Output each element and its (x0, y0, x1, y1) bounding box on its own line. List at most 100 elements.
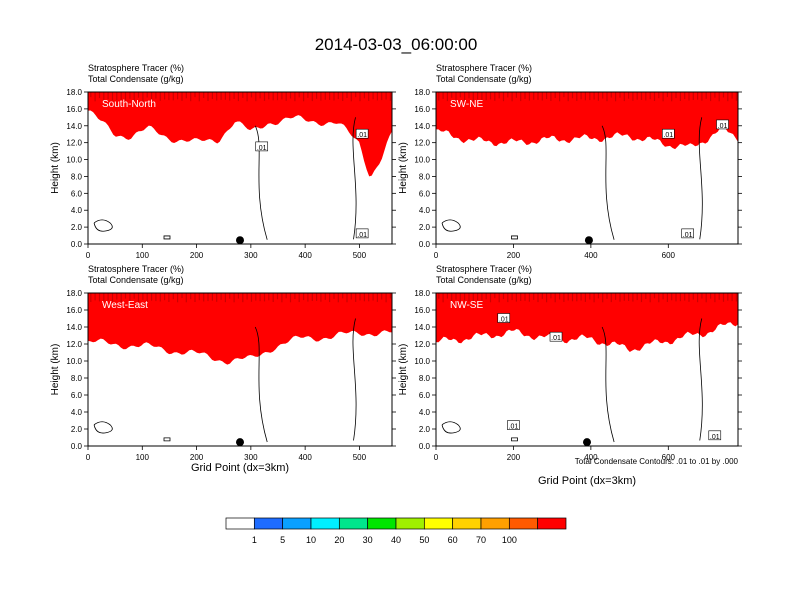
y-tick-label: 4.0 (71, 408, 83, 417)
panel-nw-se: .01 .01 .01 .01 NW-SE Stratosphere Tracer (%)… (398, 264, 742, 462)
contour-line (441, 421, 461, 434)
tracer-speckle (653, 293, 656, 299)
tracer-speckle (316, 92, 318, 99)
tracer-speckle (710, 92, 712, 102)
tracer-speckle (181, 92, 183, 101)
contour-label-text: .01 (357, 132, 367, 139)
location-marker (584, 236, 593, 245)
contour-line (698, 318, 703, 441)
tracer-speckle (307, 293, 309, 302)
colorbar-label: 60 (448, 535, 458, 545)
colorbar-swatch (423, 517, 454, 530)
tracer-speckle (211, 293, 213, 301)
tracer-speckle (237, 92, 239, 102)
tracer-speckle (116, 293, 118, 300)
tracer-speckle (281, 293, 283, 303)
x-tick-label: 500 (353, 453, 367, 462)
tracer-speckle (207, 92, 209, 101)
contour-label: .01 (708, 430, 722, 441)
y-tick-label: 6.0 (419, 189, 431, 198)
tracer-speckle (697, 92, 699, 100)
contour-label-text: .01 (499, 317, 509, 324)
contour-label-text: .01 (710, 434, 720, 441)
tracer-speckle (477, 92, 479, 100)
y-tick-label: 2.0 (71, 425, 83, 434)
tracer-speckle (455, 92, 457, 102)
tracer-speckle (615, 293, 617, 300)
tracer-speckle (692, 293, 694, 300)
tracer-speckle (442, 92, 444, 99)
tracer-speckle (679, 293, 681, 302)
panel-name: South-North (102, 99, 156, 110)
tracer-speckle (628, 293, 630, 301)
tracer-speckle (185, 293, 187, 303)
tracer-speckle (111, 92, 114, 101)
tracer-speckle (658, 92, 660, 99)
x-axis-label-right: Grid Point (dx=3km) (538, 475, 636, 487)
contour-line (352, 117, 357, 240)
panel-sw-ne: .01 .01 .01 SW-NE Stratosphere Tracer (%)Tot… (398, 63, 742, 260)
tracer-speckle (632, 92, 634, 101)
tracer-speckle (268, 92, 270, 100)
tracer-speckle (190, 293, 192, 300)
tracer-speckle (477, 293, 479, 301)
tracer-speckle (559, 92, 561, 102)
tracer-speckle (107, 293, 109, 301)
y-tick-label: 10.0 (66, 357, 82, 366)
contour-line (601, 125, 615, 240)
tracer-speckle (472, 92, 474, 101)
tracer-speckle (502, 92, 505, 102)
tracer-speckle (731, 92, 733, 99)
y-tick-label: 2.0 (419, 425, 431, 434)
tracer-speckle (666, 293, 668, 302)
tracer-speckle (485, 293, 487, 300)
contour-label-box (507, 420, 520, 430)
tracer-speckle (246, 293, 248, 300)
tracer-speckle (718, 293, 720, 300)
tracer-speckle (376, 92, 378, 101)
tracer-speckle (98, 92, 101, 99)
x-tick-label: 400 (584, 251, 598, 260)
tracer-speckle (554, 293, 556, 303)
tracer-speckle (537, 92, 539, 100)
contour-line (441, 219, 461, 232)
tracer-speckle (481, 92, 483, 101)
tracer-speckle (636, 92, 638, 100)
colorbar-label: 70 (476, 535, 486, 545)
tracer-speckle (146, 92, 148, 98)
x-tick-label: 400 (584, 453, 598, 462)
tracer-speckle (355, 293, 357, 302)
tracer-speckle (722, 293, 725, 302)
tracer-speckle (233, 92, 235, 99)
condensate-contours (441, 318, 703, 443)
tracer-speckle (164, 293, 166, 301)
field-label-tracer: Stratosphere Tracer (%) (88, 264, 184, 274)
tracer-speckle (675, 92, 677, 99)
y-tick-label: 10.0 (414, 357, 430, 366)
colorbar-label: 5 (280, 535, 285, 545)
tracer-speckle (632, 293, 634, 302)
colorbar-swatch (310, 517, 340, 530)
tracer-speckle (718, 92, 720, 102)
tracer-speckle (116, 92, 118, 100)
x-tick-label: 600 (662, 453, 676, 462)
tracer-speckle (229, 293, 231, 299)
tracer-speckle (151, 92, 153, 102)
tracer-speckle (584, 92, 586, 101)
tracer-speckle (324, 293, 326, 300)
colorbar-swatch (253, 517, 284, 530)
tracer-speckle (597, 293, 599, 299)
contour-label-text: .01 (551, 335, 561, 342)
y-tick-label: 14.0 (414, 323, 430, 332)
tracer-speckle (571, 293, 574, 302)
y-tick-label: 6.0 (71, 189, 83, 198)
y-tick-label: 18.0 (414, 289, 430, 298)
tracer-speckle (259, 92, 261, 99)
y-tick-label: 6.0 (71, 391, 83, 400)
tracer-speckle (602, 92, 604, 99)
tracer-speckle (172, 92, 174, 101)
tracer-speckle (675, 293, 677, 302)
tracer-speckle (662, 92, 664, 102)
condensate-contours (93, 318, 357, 443)
colorbar-swatch (452, 517, 482, 530)
